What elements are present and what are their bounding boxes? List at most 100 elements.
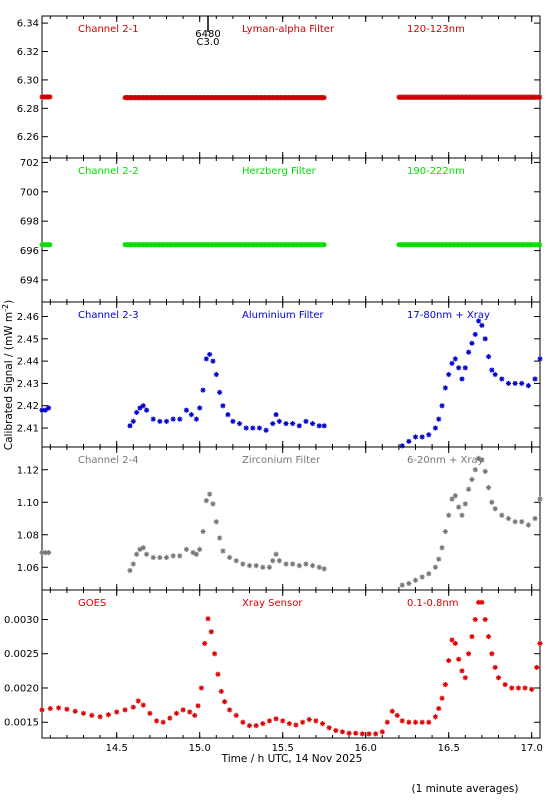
panel-label-2: Aluminium Filter <box>242 310 325 321</box>
data-marker <box>442 385 448 391</box>
data-marker <box>233 712 239 718</box>
data-marker <box>509 685 515 691</box>
data-marker <box>266 718 273 724</box>
data-marker <box>469 633 475 640</box>
y-tick-label: 2.42 <box>17 401 39 412</box>
data-marker <box>140 545 146 551</box>
y-tick-label: 1.12 <box>17 465 39 476</box>
data-marker <box>260 721 266 727</box>
data-marker <box>263 427 269 433</box>
series-markers <box>39 242 543 248</box>
series-markers <box>39 599 543 737</box>
data-marker <box>537 496 543 502</box>
data-marker <box>114 709 120 715</box>
data-marker <box>167 715 173 721</box>
data-marker <box>442 528 448 535</box>
data-marker <box>432 714 439 720</box>
data-marker <box>446 371 452 378</box>
x-axis-label: Time / h UTC, 14 Nov 2025 <box>221 753 363 765</box>
data-marker <box>197 405 203 411</box>
data-marker <box>233 558 239 564</box>
flare-marker: 6480 C3.0 <box>195 16 221 48</box>
data-marker <box>170 553 176 559</box>
data-marker <box>137 405 143 411</box>
data-marker <box>177 553 183 559</box>
data-marker <box>183 407 190 413</box>
series-markers <box>39 94 543 101</box>
data-marker <box>316 423 322 429</box>
data-marker <box>389 708 395 714</box>
data-marker <box>253 563 259 569</box>
data-marker <box>479 457 485 463</box>
panel-label-1: GOES <box>78 598 106 609</box>
y-tick-label: 1.06 <box>17 563 39 574</box>
data-marker <box>475 599 482 605</box>
data-marker <box>296 423 302 429</box>
data-marker <box>319 721 326 727</box>
data-marker <box>321 423 327 429</box>
data-marker <box>134 409 140 416</box>
data-marker <box>253 723 259 729</box>
data-marker <box>140 403 146 409</box>
data-marker <box>502 681 508 688</box>
panel-label-3: 17-80nm + Xray <box>407 310 490 321</box>
data-marker <box>525 383 531 389</box>
data-marker <box>300 719 306 725</box>
flare-time-label: 6480 <box>195 29 220 40</box>
data-marker <box>373 731 379 737</box>
y-tick-label: 2.46 <box>17 312 39 323</box>
panel-label-1: Channel 2-2 <box>78 166 139 177</box>
data-marker <box>436 705 442 712</box>
data-marker <box>39 407 45 413</box>
data-marker <box>459 376 465 382</box>
y-tick-label: 6.32 <box>17 47 39 58</box>
series-markers <box>39 455 543 588</box>
data-marker <box>47 705 53 712</box>
panel-frame <box>41 157 541 303</box>
y-tick-label: 2.41 <box>17 424 39 435</box>
y-tick-label: 2.43 <box>17 379 39 390</box>
data-marker <box>130 704 136 710</box>
y-tick-label: 6.34 <box>17 19 39 30</box>
data-marker <box>226 707 233 713</box>
data-marker <box>236 420 243 427</box>
data-marker <box>333 727 339 734</box>
data-marker <box>419 574 425 580</box>
data-marker <box>256 425 263 431</box>
data-marker <box>346 730 352 736</box>
data-marker <box>210 358 216 364</box>
panel-label-2: Herzberg Filter <box>242 166 317 177</box>
data-marker <box>452 640 458 647</box>
data-marker <box>187 709 193 715</box>
y-tick-label: 2.45 <box>17 334 39 345</box>
data-marker <box>432 564 439 570</box>
data-marker <box>266 564 273 570</box>
data-marker <box>537 356 543 362</box>
data-marker <box>220 548 226 554</box>
data-marker <box>283 420 289 427</box>
data-marker <box>203 498 209 504</box>
data-marker <box>309 563 316 569</box>
x-tick-label: 16.5 <box>438 743 460 754</box>
data-marker <box>80 710 87 716</box>
y-tick-label: 6.26 <box>17 132 39 143</box>
data-marker <box>212 651 218 657</box>
data-marker <box>188 412 194 418</box>
data-marker <box>492 506 498 512</box>
data-marker <box>339 729 346 735</box>
data-marker <box>495 675 502 681</box>
data-marker <box>482 468 488 474</box>
data-marker <box>489 651 495 657</box>
data-marker <box>519 380 525 387</box>
panel-label-2: Zirconium Filter <box>242 455 321 466</box>
data-marker <box>157 554 163 561</box>
data-marker <box>97 714 103 720</box>
data-marker <box>537 640 543 647</box>
y-tick-label: 1.08 <box>17 530 39 541</box>
data-marker <box>230 418 236 424</box>
data-marker <box>399 443 405 449</box>
data-marker <box>426 571 432 577</box>
panel-label-1: Channel 2-1 <box>78 24 139 35</box>
data-marker <box>135 698 141 704</box>
data-marker <box>426 432 432 438</box>
